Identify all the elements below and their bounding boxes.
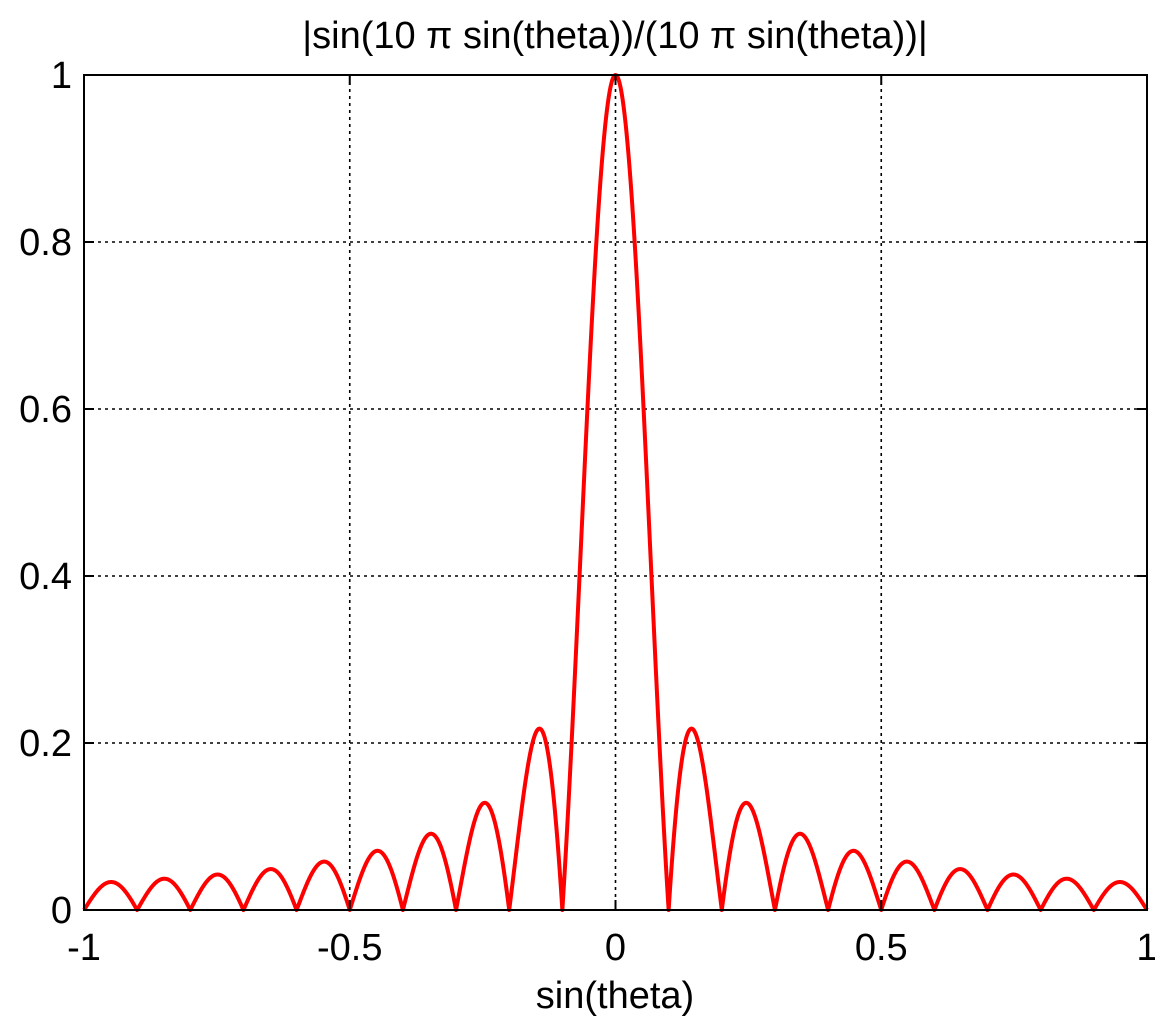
- y-tick-label: 0.8: [19, 222, 72, 264]
- y-tick-labels: 0 0.2 0.4 0.6 0.8 1: [19, 55, 72, 932]
- x-tick-label: -1: [67, 927, 101, 969]
- y-tick-label: 0: [51, 890, 72, 932]
- x-tick-labels: -1 -0.5 0 0.5 1: [67, 927, 1155, 969]
- y-tick-label: 0.6: [19, 389, 72, 431]
- y-tick-label: 1: [51, 55, 72, 97]
- tick-marks: [83, 74, 1148, 911]
- x-tick-label: -0.5: [317, 927, 382, 969]
- x-tick-label: 1: [1136, 927, 1155, 969]
- x-tick-label: 0.5: [855, 927, 908, 969]
- chart-title: |sin(10 π sin(theta))/(10 π sin(theta))|: [302, 15, 928, 57]
- x-axis-label: sin(theta): [536, 975, 694, 1017]
- grid-lines: [84, 75, 1147, 910]
- y-tick-label: 0.2: [19, 723, 72, 765]
- y-tick-label: 0.4: [19, 556, 72, 598]
- x-tick-label: 0: [605, 927, 626, 969]
